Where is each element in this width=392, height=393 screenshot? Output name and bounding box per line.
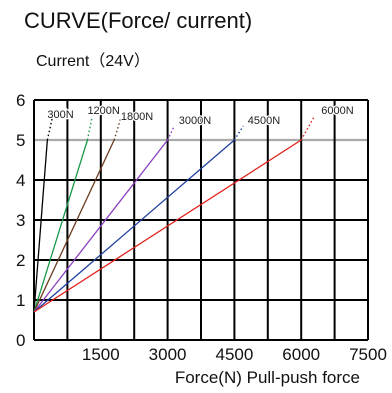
series-dotted-1800N xyxy=(113,117,122,141)
series-dotted-300N xyxy=(46,117,53,141)
label-layer: 0 1 2 3 4 5 6 1500 3000 4500 6000 7500 300N 1200N 1800… xyxy=(16,91,387,364)
series-label-6000N: 6000N xyxy=(321,105,353,117)
grid-layer xyxy=(33,99,369,341)
y-tick-label-1: 1 xyxy=(16,291,25,310)
x-tick-label-4500: 4500 xyxy=(215,345,253,364)
x-tick-label-1500: 1500 xyxy=(82,345,120,364)
y-tick-label-0: 0 xyxy=(16,331,25,350)
series-label-300N: 300N xyxy=(47,109,73,121)
y-tick-label-4: 4 xyxy=(16,171,25,190)
series-label-1200N: 1200N xyxy=(87,105,119,117)
series-dotted-3000N xyxy=(166,125,175,141)
series-label-1800N: 1800N xyxy=(121,111,153,123)
y-tick-label-2: 2 xyxy=(16,251,25,270)
x-tick-label-3000: 3000 xyxy=(149,345,187,364)
series-dotted-1200N xyxy=(86,117,93,141)
y-tick-label-5: 5 xyxy=(16,131,25,150)
series-line-3000N xyxy=(33,139,169,313)
series-line-4500N xyxy=(33,139,235,313)
x-axis-label: Force(N) Pull-push force xyxy=(175,368,360,387)
series-label-4500N: 4500N xyxy=(248,115,280,127)
series-layer xyxy=(33,115,316,313)
x-tick-label-6000: 6000 xyxy=(282,345,320,364)
series-dotted-4500N xyxy=(233,125,244,141)
y-tick-label-6: 6 xyxy=(16,91,25,110)
series-dotted-6000N xyxy=(300,115,316,141)
series-label-3000N: 3000N xyxy=(179,115,211,127)
chart-subtitle: Current（24V） xyxy=(36,52,150,70)
series-line-300N xyxy=(33,139,49,313)
y-tick-label-3: 3 xyxy=(16,211,25,230)
chart-title: CURVE(Force/ current) xyxy=(24,8,252,33)
x-tick-label-7500: 7500 xyxy=(349,345,387,364)
series-line-1200N xyxy=(33,139,89,313)
series-line-6000N xyxy=(33,139,302,313)
series-line-1800N xyxy=(33,139,115,313)
